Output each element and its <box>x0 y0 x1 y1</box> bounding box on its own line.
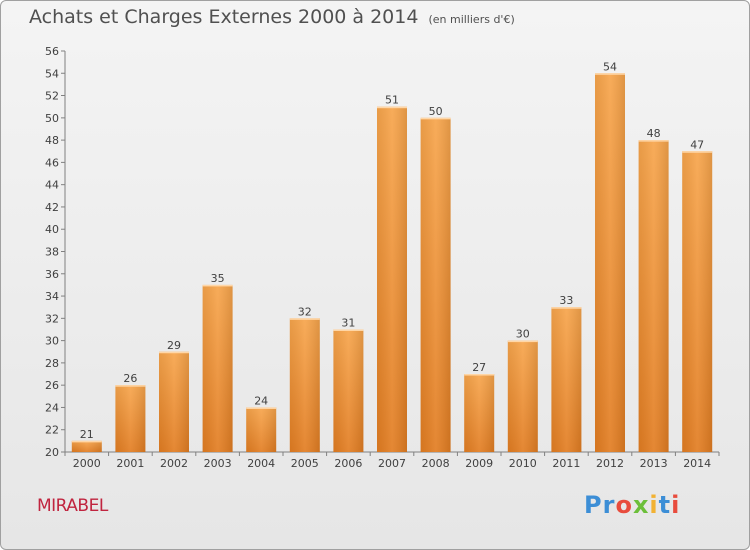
data-label: 33 <box>559 294 573 307</box>
bar-top-highlight <box>464 374 495 376</box>
bar-top-highlight <box>71 440 102 443</box>
x-tick-label: 2000 <box>73 457 101 470</box>
bar-top-highlight <box>638 140 669 142</box>
data-label: 26 <box>123 372 137 385</box>
bar-top-highlight <box>682 151 713 153</box>
data-label: 32 <box>298 305 312 318</box>
proxiti-logo: Proxiti <box>584 491 680 519</box>
y-tick-label: 22 <box>45 424 59 437</box>
y-tick-label: 42 <box>45 201 59 214</box>
logo-letter: t <box>658 491 672 519</box>
y-tick-label: 40 <box>45 223 59 236</box>
bar-top-highlight <box>115 385 146 387</box>
y-tick-label: 54 <box>45 67 59 80</box>
bar-top-highlight <box>202 284 233 287</box>
x-tick-label: 2002 <box>160 457 188 470</box>
bar-shade <box>682 151 713 452</box>
unit-label: (en milliers d'€) <box>428 13 515 26</box>
y-tick-label: 36 <box>45 268 59 281</box>
data-label: 50 <box>429 105 443 118</box>
y-tick-label: 34 <box>45 290 59 303</box>
title-text: Achats et Charges Externes 2000 à 2014 <box>29 6 419 28</box>
data-label: 54 <box>603 60 617 73</box>
bar-top-highlight <box>507 340 538 343</box>
y-tick-label: 26 <box>45 379 59 392</box>
data-label: 51 <box>385 94 399 107</box>
logo-letter: i <box>649 491 659 519</box>
bar-shade <box>638 140 669 452</box>
chart-title: Achats et Charges Externes 2000 à 2014 (e… <box>29 6 515 28</box>
x-tick-label: 2008 <box>422 457 450 470</box>
y-tick-label: 38 <box>45 246 59 259</box>
x-tick-label: 2013 <box>640 457 668 470</box>
bar-shade <box>551 307 582 452</box>
logo-letter: r <box>602 491 616 519</box>
bar-top-highlight <box>377 106 407 109</box>
data-label: 21 <box>80 428 94 441</box>
bar-shade <box>464 374 495 452</box>
bar-top-highlight <box>595 73 625 75</box>
bar-shade <box>289 318 320 452</box>
data-label: 35 <box>211 272 225 285</box>
x-tick-label: 2005 <box>291 457 319 470</box>
y-tick-label: 56 <box>45 45 59 58</box>
bar-top-highlight <box>246 407 277 409</box>
data-label: 48 <box>647 127 661 140</box>
logo-letter: P <box>584 491 603 519</box>
y-tick-label: 52 <box>45 90 59 103</box>
bar-top-highlight <box>551 307 582 309</box>
place-name: MIRABEL <box>37 496 108 516</box>
y-tick-label: 50 <box>45 112 59 125</box>
x-tick-label: 2007 <box>378 457 406 470</box>
bar-top-highlight <box>420 117 451 120</box>
y-tick-label: 44 <box>45 179 59 192</box>
bars-group <box>71 73 713 453</box>
bar-shade <box>159 351 189 452</box>
bar-shade <box>595 73 625 453</box>
y-tick-label: 48 <box>45 134 59 147</box>
x-tick-label: 2009 <box>465 457 493 470</box>
data-label: 27 <box>472 361 486 374</box>
y-tick-label: 32 <box>45 312 59 325</box>
data-label: 24 <box>254 394 268 407</box>
y-tick-label: 46 <box>45 156 59 169</box>
bar-shade <box>246 407 277 452</box>
bar-shade <box>377 106 407 452</box>
x-tick-label: 2003 <box>204 457 232 470</box>
value-labels-group: 21 26 29 35 24 32 31 51 50 27 30 33 54 48 47 <box>80 60 704 441</box>
bar-shade <box>507 340 538 452</box>
logo-letter: o <box>615 491 633 519</box>
y-tick-label: 20 <box>45 446 59 459</box>
bar-shade <box>71 440 102 452</box>
bar-top-highlight <box>159 351 189 354</box>
bar-shade <box>202 284 233 452</box>
bar-shade <box>115 385 146 452</box>
logo-letter: i <box>671 491 681 519</box>
x-tick-label: 2006 <box>334 457 362 470</box>
y-tick-label: 28 <box>45 357 59 370</box>
data-label: 29 <box>167 339 181 352</box>
x-tick-label: 2004 <box>247 457 275 470</box>
bar-top-highlight <box>289 318 320 320</box>
x-tick-label: 2014 <box>683 457 711 470</box>
data-label: 47 <box>690 138 704 151</box>
y-tick-label: 24 <box>45 401 59 414</box>
logo-letter: x <box>632 491 650 519</box>
data-label: 30 <box>516 328 530 341</box>
x-tick-label: 2012 <box>596 457 624 470</box>
data-label: 31 <box>341 316 355 329</box>
x-tick-label: 2010 <box>509 457 537 470</box>
x-tick-label: 2001 <box>116 457 144 470</box>
bar-shade <box>333 329 364 452</box>
bar-top-highlight <box>333 329 364 331</box>
y-tick-label: 30 <box>45 335 59 348</box>
x-tick-label: 2011 <box>552 457 580 470</box>
bar-shade <box>420 117 451 452</box>
